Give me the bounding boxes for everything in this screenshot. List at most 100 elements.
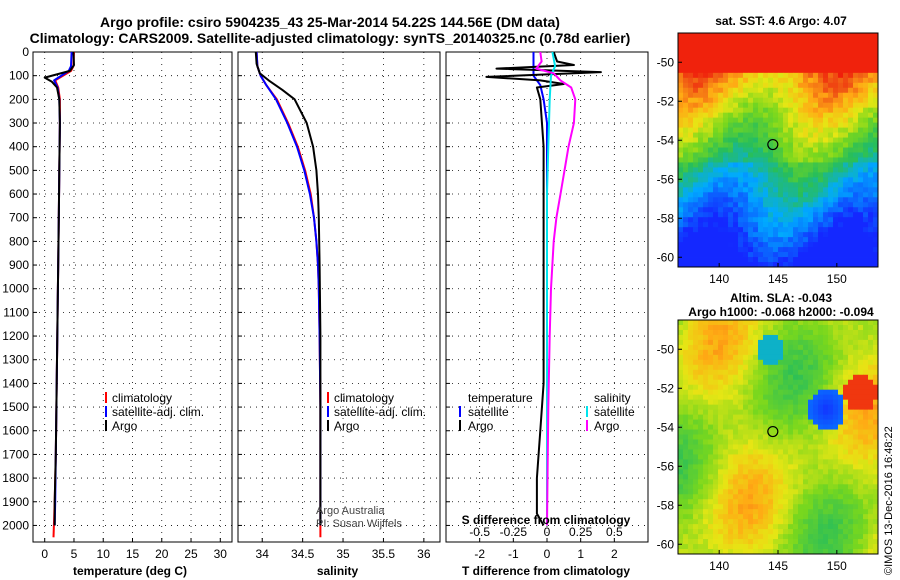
map-cell [713, 52, 719, 59]
map-cell [783, 33, 789, 39]
map-cell [698, 47, 704, 54]
legend-label-temperature: climatology [112, 391, 172, 405]
map-cell [798, 177, 804, 183]
map-cell [783, 132, 789, 138]
map-cell [793, 419, 799, 425]
map-cell [868, 474, 874, 480]
map-cell [773, 207, 779, 213]
map-cell [843, 33, 849, 39]
map-cell [788, 72, 794, 79]
map-cell [868, 52, 874, 59]
map-cell [833, 172, 839, 178]
map-cell [748, 87, 754, 94]
map-cell [778, 320, 784, 326]
map-cell [823, 127, 829, 133]
map-cell [738, 324, 744, 331]
map-cell [863, 339, 869, 346]
map-cell [728, 534, 734, 540]
map-cell [788, 524, 794, 530]
map-cell [833, 72, 839, 79]
map-cell [873, 459, 879, 465]
map-cell [828, 42, 834, 49]
map-cell [728, 242, 734, 248]
map-cell [698, 197, 704, 203]
map-cell [678, 127, 684, 133]
map-cell [783, 349, 789, 356]
map-cell [758, 479, 764, 485]
map-cell [848, 42, 854, 49]
map-cell [683, 339, 689, 346]
map-cell [838, 232, 844, 238]
map-cell [828, 519, 834, 525]
map-cell [728, 37, 734, 44]
map-cell [858, 217, 864, 223]
map-cell [813, 127, 819, 133]
map-cell [753, 247, 759, 253]
map-cell [678, 117, 684, 124]
map-cell [768, 247, 774, 253]
map-cell [798, 167, 804, 173]
map-cell [843, 77, 849, 84]
map-cell [803, 137, 809, 143]
map-cell [848, 147, 854, 153]
map-cell [793, 404, 799, 411]
map-cell [803, 529, 809, 535]
map-cell [748, 494, 754, 500]
map-cell [723, 529, 729, 535]
map-cell [683, 232, 689, 238]
map-cell [758, 162, 764, 168]
map-cell [733, 72, 739, 79]
map-cell [678, 434, 684, 440]
map-cell [853, 207, 859, 213]
map-cell [683, 152, 689, 158]
map-cell [678, 132, 684, 138]
map-cell [853, 474, 859, 480]
map-cell [823, 242, 829, 248]
map-cell [768, 57, 774, 64]
map-cell [783, 429, 789, 435]
map-cell [828, 33, 834, 39]
map-cell [868, 364, 874, 371]
map-cell [828, 359, 834, 366]
map-cell [768, 499, 774, 505]
map-cell [813, 57, 819, 64]
map-cell [813, 494, 819, 500]
map-cell [863, 499, 869, 505]
map-cell [768, 92, 774, 99]
map-cell [768, 42, 774, 49]
map-cell [843, 479, 849, 485]
map-cell [713, 424, 719, 430]
map-cell [863, 122, 869, 128]
map-cell [873, 67, 879, 74]
map-cell [683, 414, 689, 420]
map-cell [803, 359, 809, 366]
map-cell [683, 379, 689, 386]
map-cell [733, 379, 739, 386]
map-cell [818, 227, 824, 233]
map-cell [708, 414, 714, 420]
map-cell [763, 162, 769, 168]
map-cell [868, 72, 874, 79]
map-cell [738, 227, 744, 233]
map-cell [793, 534, 799, 540]
map-cell [783, 354, 789, 361]
map-cell [868, 434, 874, 440]
map-cell [718, 379, 724, 386]
map-cell [773, 494, 779, 500]
map-cell [688, 177, 694, 183]
map-cell [728, 257, 734, 263]
map-cell [873, 197, 879, 203]
map-cell [683, 389, 689, 396]
map-cell [823, 62, 829, 69]
map-cell [753, 47, 759, 54]
map-cell [708, 494, 714, 500]
map-cell [793, 237, 799, 243]
map-cell [838, 177, 844, 183]
map-cell [843, 324, 849, 331]
map-cell [813, 379, 819, 386]
map-cell [838, 192, 844, 198]
series-line-differences-s-satellite [546, 51, 557, 526]
map-cell [798, 147, 804, 153]
map-cell [778, 177, 784, 183]
map-cell [738, 67, 744, 74]
